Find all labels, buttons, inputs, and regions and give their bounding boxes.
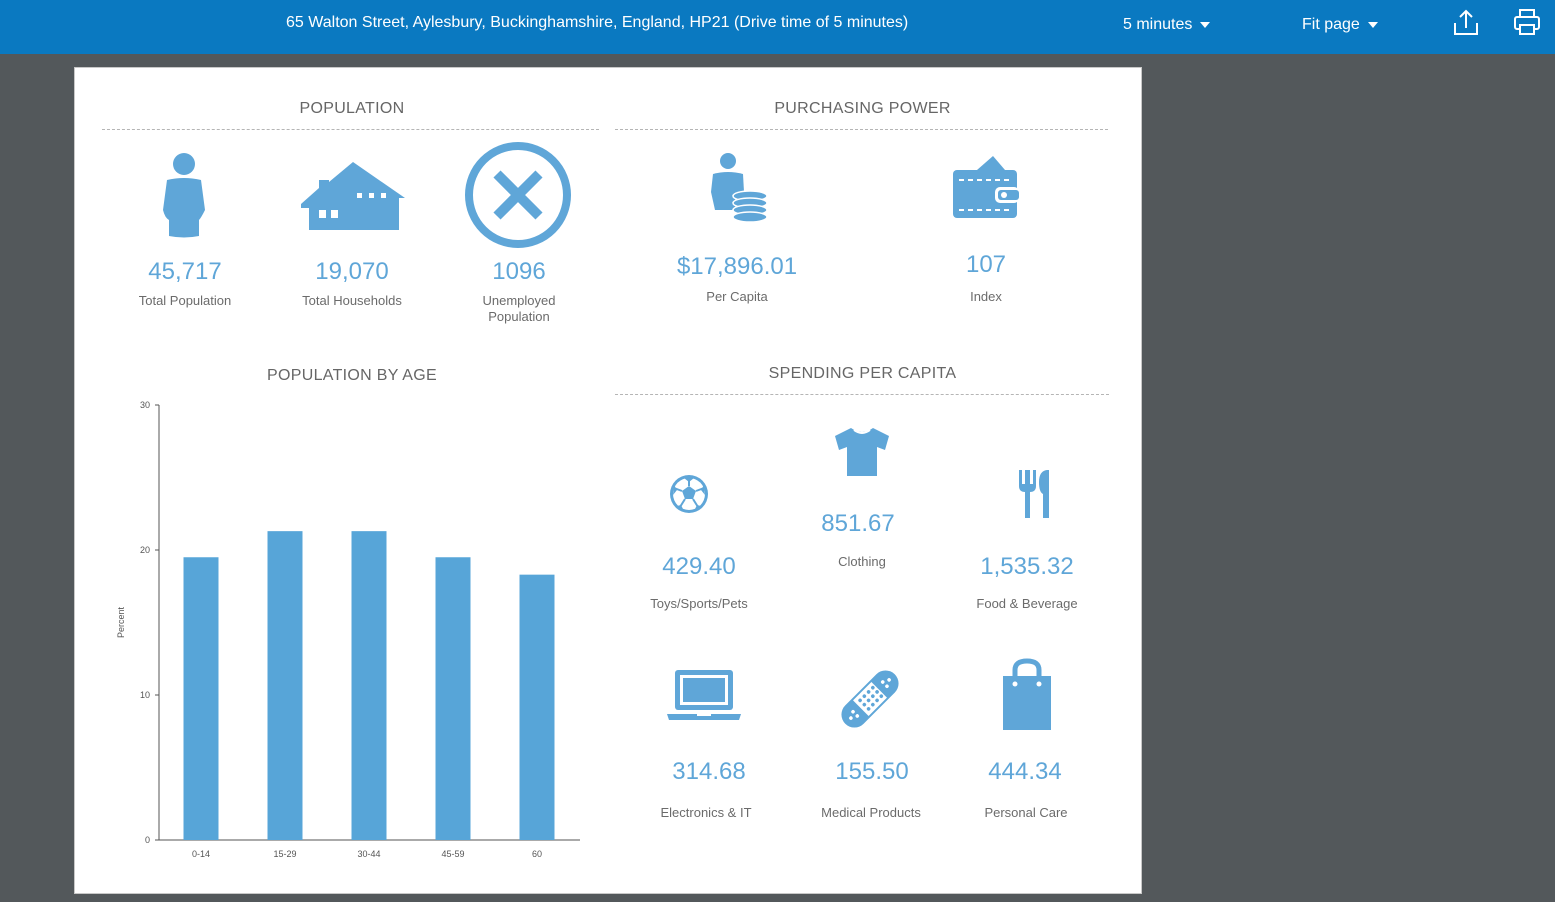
chevron-down-icon xyxy=(1367,21,1378,28)
person-icon xyxy=(163,153,205,238)
population-by-age-chart: 0 10 20 30 Percent 0-14 15-29 30-44 45-59 60 xyxy=(116,400,580,859)
personal-care-value: 444.34 xyxy=(988,758,1062,785)
report-title: 65 Walton Street, Aylesbury, Buckinghams… xyxy=(286,14,909,31)
bar xyxy=(267,531,303,840)
wallet-icon xyxy=(953,156,1019,218)
x-tick-label: 60 xyxy=(532,849,542,859)
chevron-down-icon xyxy=(1200,21,1211,28)
per-capita-label: Per Capita xyxy=(706,289,768,304)
medical-label: Medical Products xyxy=(821,805,921,820)
toys-value: 429.40 xyxy=(662,553,736,580)
food-label: Food & Beverage xyxy=(976,596,1078,611)
drive-time-dropdown[interactable]: 5 minutes xyxy=(1123,16,1211,34)
bandage-icon xyxy=(841,670,899,728)
spending-per-capita-title: SPENDING PER CAPITA xyxy=(768,365,957,382)
divider xyxy=(102,129,599,130)
bar xyxy=(183,557,219,840)
y-axis-label: Percent xyxy=(116,606,126,638)
medical-value: 155.50 xyxy=(835,758,909,785)
clothing-value: 851.67 xyxy=(821,510,895,537)
electronics-label: Electronics & IT xyxy=(660,805,752,820)
total-households-label: Total Households xyxy=(302,293,402,308)
top-bar: 65 Walton Street, Aylesbury, Buckinghams… xyxy=(0,0,1555,54)
population-title: POPULATION xyxy=(299,100,405,117)
tshirt-icon xyxy=(835,428,889,476)
y-tick-label: 20 xyxy=(140,545,150,555)
clothing-label: Clothing xyxy=(838,554,886,569)
per-capita-value: $17,896.01 xyxy=(676,253,798,280)
house-icon xyxy=(301,162,405,230)
divider xyxy=(615,394,1109,395)
x-circle-icon xyxy=(465,142,571,248)
x-tick-label: 30-44 xyxy=(357,849,380,859)
shopping-bag-icon xyxy=(1003,658,1051,730)
report-page: POPULATION 45,717 Total Population 19,07… xyxy=(74,67,1142,894)
x-tick-label: 0-14 xyxy=(192,849,210,859)
divider xyxy=(615,129,1108,130)
total-population-label: Total Population xyxy=(138,293,232,308)
fork-knife-icon xyxy=(1019,470,1049,518)
zoom-value: Fit page xyxy=(1302,16,1360,33)
electronics-value: 314.68 xyxy=(672,758,746,785)
soccer-ball-icon xyxy=(670,475,708,513)
x-tick-label: 45-59 xyxy=(441,849,464,859)
food-value: 1,535.32 xyxy=(980,553,1074,580)
bar xyxy=(519,574,555,840)
x-tick-label: 15-29 xyxy=(273,849,296,859)
toys-label: Toys/Sports/Pets xyxy=(650,596,748,611)
y-tick-label: 10 xyxy=(140,690,150,700)
person-coins-icon xyxy=(711,153,768,222)
total-population-value: 45,717 xyxy=(148,258,222,285)
unemployed-value: 1096 xyxy=(492,258,546,285)
total-households-value: 19,070 xyxy=(315,258,389,285)
export-icon[interactable] xyxy=(1451,8,1481,38)
y-tick-label: 0 xyxy=(145,835,150,845)
print-icon[interactable] xyxy=(1512,8,1542,38)
y-tick-label: 30 xyxy=(140,400,150,410)
unemployed-label: Unemployed Population xyxy=(482,293,556,324)
drive-time-value: 5 minutes xyxy=(1123,16,1193,33)
index-label: Index xyxy=(970,289,1002,304)
purchasing-power-title: PURCHASING POWER xyxy=(774,100,951,117)
bar xyxy=(351,531,387,840)
population-by-age-title: POPULATION BY AGE xyxy=(267,367,437,384)
personal-care-label: Personal Care xyxy=(984,805,1068,820)
zoom-dropdown[interactable]: Fit page xyxy=(1302,16,1378,34)
index-value: 107 xyxy=(965,251,1007,278)
laptop-icon xyxy=(667,670,741,720)
bar xyxy=(435,557,471,840)
